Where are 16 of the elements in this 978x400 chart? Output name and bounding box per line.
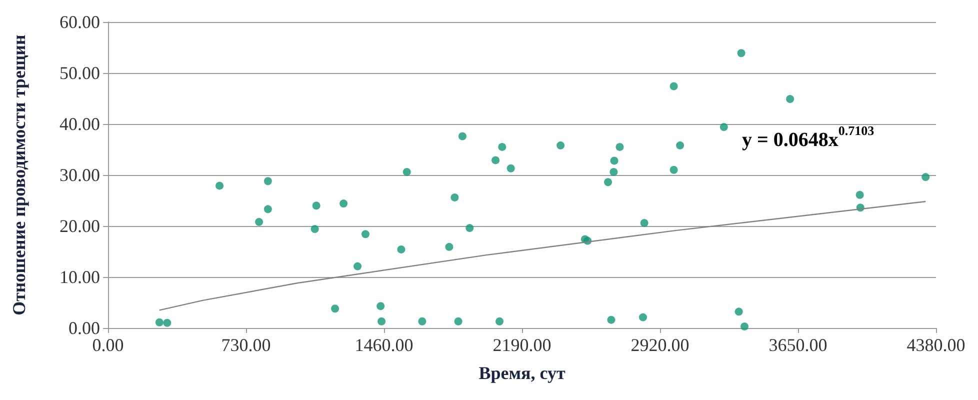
x-axis-title: Время, сут [478,363,566,383]
x-tick-label: 2190.00 [492,335,552,355]
y-tick-label: 20.00 [60,216,100,236]
y-tick-label: 40.00 [60,114,100,134]
y-tick-label: 50.00 [60,63,100,83]
x-tick-label: 3650.00 [768,335,828,355]
y-axis-title: Отношение проводимости трещин [9,34,29,316]
y-tick-label: 0.00 [68,318,100,338]
y-tick-label: 60.00 [60,12,100,32]
x-tick-label: 1460.00 [354,335,414,355]
x-tick-label: 2920.00 [630,335,690,355]
y-tick-label: 30.00 [60,165,100,185]
x-tick-label: 4380.00 [906,335,966,355]
y-tick-label: 10.00 [60,267,100,287]
x-tick-label: 0.00 [92,335,124,355]
x-tick-label: 730.00 [221,335,271,355]
